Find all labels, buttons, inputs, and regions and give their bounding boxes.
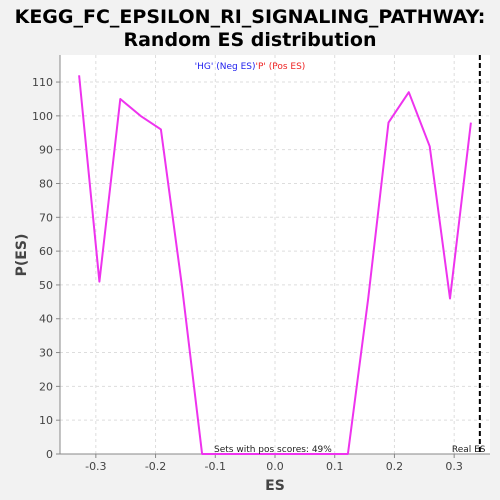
chart-title-line-2: Random ES distribution bbox=[123, 29, 376, 51]
y-tick-label: 30 bbox=[39, 347, 53, 360]
x-tick-label: 0.3 bbox=[445, 460, 463, 473]
y-tick-label: 60 bbox=[39, 245, 53, 258]
series-layer: Real ES bbox=[78, 55, 486, 455]
real-es-label: Real ES bbox=[452, 445, 486, 455]
y-tick-label: 40 bbox=[39, 313, 53, 326]
y-tick-label: 0 bbox=[46, 448, 53, 461]
y-tick-label: 20 bbox=[39, 380, 53, 393]
x-tick-label: 0.0 bbox=[266, 460, 284, 473]
y-tick-label: 90 bbox=[39, 144, 53, 157]
x-tick-label: 0.1 bbox=[326, 460, 344, 473]
grid-layer bbox=[60, 55, 490, 455]
y-tick-label: 50 bbox=[39, 279, 53, 292]
legend: 'HG' (Neg ES)'P' (Pos ES) bbox=[195, 62, 306, 72]
y-tick-label: 10 bbox=[39, 414, 53, 427]
x-tick-label: -0.2 bbox=[145, 460, 166, 473]
x-tick-label: 0.2 bbox=[386, 460, 404, 473]
x-axis-title: ES bbox=[265, 478, 285, 494]
y-tick-label: 80 bbox=[39, 177, 53, 190]
legend-item: 'HG' (Neg ES) bbox=[195, 62, 256, 72]
x-tick-label: -0.3 bbox=[85, 460, 106, 473]
y-tick-label: 100 bbox=[32, 110, 53, 123]
legend-item: 'P' (Pos ES) bbox=[256, 62, 306, 72]
es-distribution-line bbox=[78, 75, 472, 455]
chart-title-line-1: KEGG_FC_EPSILON_RI_SIGNALING_PATHWAY: bbox=[15, 6, 486, 28]
y-tick-label: 110 bbox=[32, 76, 53, 89]
pos-scores-annotation: Sets with pos scores: 49% bbox=[214, 445, 332, 455]
y-tick-label: 70 bbox=[39, 211, 53, 224]
legend-text: 'HG' (Neg ES)'P' (Pos ES) bbox=[195, 62, 306, 72]
x-tick-label: -0.1 bbox=[205, 460, 226, 473]
axes-layer: -0.3 -0.2 -0.1 0.0 0.1 0.2 0.3 0 10 20 30 40 50 60 70 8… bbox=[32, 55, 490, 473]
y-axis-title: P(ES) bbox=[14, 234, 30, 277]
